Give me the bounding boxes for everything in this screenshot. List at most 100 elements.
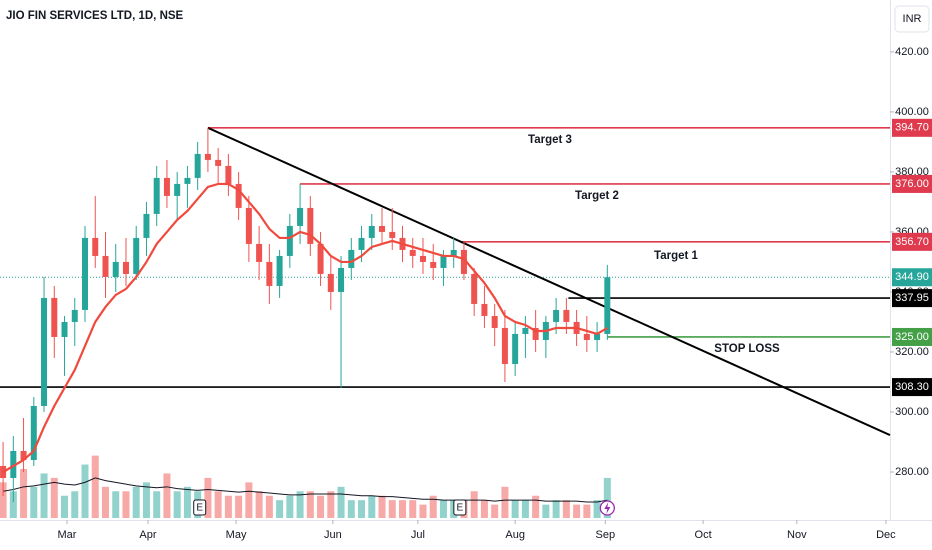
volume-bar [532,495,540,518]
candle-body [327,273,334,292]
level-price-box [892,327,932,346]
currency[interactable]: INR [903,13,922,25]
volume-bar [419,504,427,518]
candle-body [491,315,498,328]
volume-ma-line [2,477,608,503]
candle-body [460,249,467,274]
candle-body [409,249,416,256]
candle-body [10,450,17,478]
level-name: STOP LOSS [714,343,780,355]
x-tick-label: Mar [58,529,77,541]
candle-body [174,183,181,196]
candle-body [235,183,242,208]
volume-bar [286,495,294,518]
volume-bar [429,495,437,518]
trendline [207,126,891,436]
volume-bar [398,500,406,518]
volume-bar [511,500,519,518]
candle-body [143,213,150,238]
candle-body [430,261,437,268]
candle-body [122,261,129,274]
x-tick-label: Apr [139,529,156,541]
level-price-label: 325.00 [895,331,929,343]
candle-body [225,165,232,184]
event-label: E [457,503,464,514]
candle-body [419,255,426,262]
volume-bar [562,500,570,518]
volume-bar [491,504,499,518]
candle-body [61,321,68,337]
level-price-box [892,174,932,193]
volume-bar [235,495,243,518]
candle-body [286,225,293,256]
level-price-box [892,232,932,251]
x-tick-label: Jul [411,529,425,541]
volume-bar [470,491,478,518]
volume-bar [337,486,345,518]
volume-bar [122,491,130,518]
candle-body [440,255,447,268]
volume-bar [368,495,376,518]
volume-bar [378,495,386,518]
candle-body [358,237,365,250]
y-tick-label: 380.00 [895,166,929,178]
volume-bar [603,477,611,518]
candle-body [583,333,590,340]
volume-bar [20,469,28,518]
volume-bar [296,491,304,518]
candle-body [471,273,478,304]
volume-bar [521,500,529,518]
volume-bar [245,482,253,518]
event-marker [193,499,207,516]
y-tick-label: 300.00 [895,406,929,418]
candle-body [245,207,252,244]
volume-bar [30,486,38,518]
candle-body [317,243,324,274]
volume-bar [276,500,284,518]
volume-bar [552,500,560,518]
volume-bar [388,500,396,518]
candle-body [41,297,48,406]
candle-body [501,327,508,364]
candle-body [481,303,488,316]
candle-body [532,327,539,340]
currency-box[interactable] [894,5,930,33]
volume-bar [163,473,171,518]
volume-bar [61,495,69,518]
event-marker [453,499,467,516]
candle-body [563,309,570,322]
volume-bar [593,500,601,518]
candle-body [153,177,160,214]
volume-bar [214,491,222,518]
level-name: Target 3 [528,134,572,146]
level-price-label: 394.70 [895,122,929,134]
level-price-label: 308.30 [895,381,929,393]
x-tick-label: Sep [595,529,615,541]
volume-bar [265,495,273,518]
event-label: E [196,503,203,514]
volume-bar [101,486,109,518]
candle-body [20,450,27,460]
volume-bar [50,477,58,518]
volume-bar [409,500,417,518]
volume-bar [71,491,79,518]
candle-body [522,327,529,334]
candle-body [379,225,386,232]
volume-bar [327,491,335,518]
x-tick-label: May [226,529,247,541]
candle-body [368,225,375,238]
x-tick-label: Dec [876,529,896,541]
volume-bar [501,486,509,518]
y-tick-label: 400.00 [895,106,929,118]
candle-body [215,159,222,166]
volume-bar [183,486,191,518]
candle-body [256,243,263,262]
candle-body [184,177,191,184]
candle-body [297,207,304,226]
volume-bar [224,495,232,518]
candle-body [276,255,283,286]
candle-body [553,309,560,322]
volume-bar [255,491,263,518]
volume-bar [480,500,488,518]
